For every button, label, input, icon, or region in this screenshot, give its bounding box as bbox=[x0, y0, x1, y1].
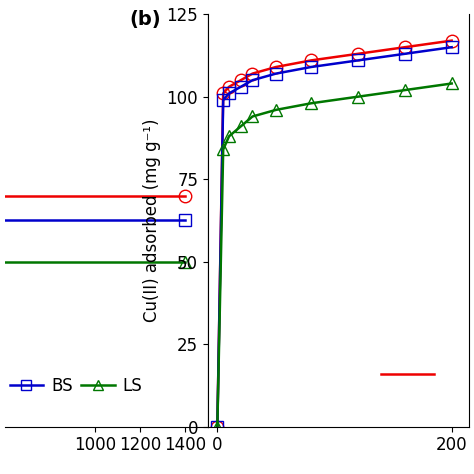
Text: (b): (b) bbox=[129, 10, 161, 29]
Y-axis label: Cu(II) adsorbed (mg g⁻¹): Cu(II) adsorbed (mg g⁻¹) bbox=[143, 118, 161, 322]
Legend: BS, LS: BS, LS bbox=[3, 371, 149, 402]
